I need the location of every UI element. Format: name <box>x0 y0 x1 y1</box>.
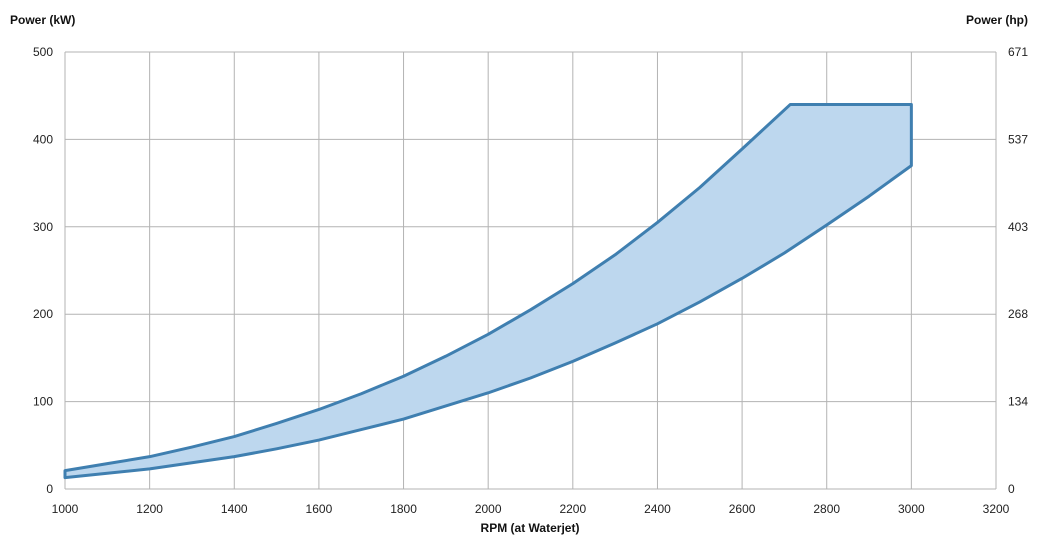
x-tick-label-10: 3000 <box>898 502 925 516</box>
x-tick-label-5: 2000 <box>475 502 502 516</box>
left-tick-label-5: 500 <box>33 45 53 59</box>
right-axis-title: Power (hp) <box>966 13 1028 27</box>
right-tick-label-2: 268 <box>1008 307 1028 321</box>
left-axis-title: Power (kW) <box>10 13 75 27</box>
left-tick-label-4: 400 <box>33 132 53 146</box>
x-tick-label-1: 1200 <box>136 502 163 516</box>
left-tick-label-1: 100 <box>33 395 53 409</box>
x-axis-ticks: 1000 1200 1400 1600 1800 2000 2200 2400 2600 2800… <box>52 502 1010 516</box>
x-tick-label-11: 3200 <box>983 502 1010 516</box>
left-tick-label-3: 300 <box>33 220 53 234</box>
right-axis-ticks: 0 134 268 403 537 671 <box>1008 45 1028 496</box>
x-tick-label-7: 2400 <box>644 502 671 516</box>
right-tick-label-1: 134 <box>1008 395 1028 409</box>
left-axis-ticks: 0 100 200 300 400 500 <box>33 45 53 496</box>
right-tick-label-3: 403 <box>1008 220 1028 234</box>
x-tick-label-6: 2200 <box>559 502 586 516</box>
x-tick-label-2: 1400 <box>221 502 248 516</box>
right-tick-label-5: 671 <box>1008 45 1028 59</box>
x-axis-title: RPM (at Waterjet) <box>481 521 580 535</box>
power-band-area <box>63 102 913 480</box>
left-tick-label-2: 200 <box>33 307 53 321</box>
x-tick-label-9: 2800 <box>813 502 840 516</box>
x-tick-label-8: 2600 <box>729 502 756 516</box>
right-tick-label-4: 537 <box>1008 132 1028 146</box>
x-tick-label-0: 1000 <box>52 502 79 516</box>
x-tick-label-3: 1600 <box>306 502 333 516</box>
x-tick-label-4: 1800 <box>390 502 417 516</box>
left-tick-label-0: 0 <box>46 482 53 496</box>
right-tick-label-0: 0 <box>1008 482 1015 496</box>
